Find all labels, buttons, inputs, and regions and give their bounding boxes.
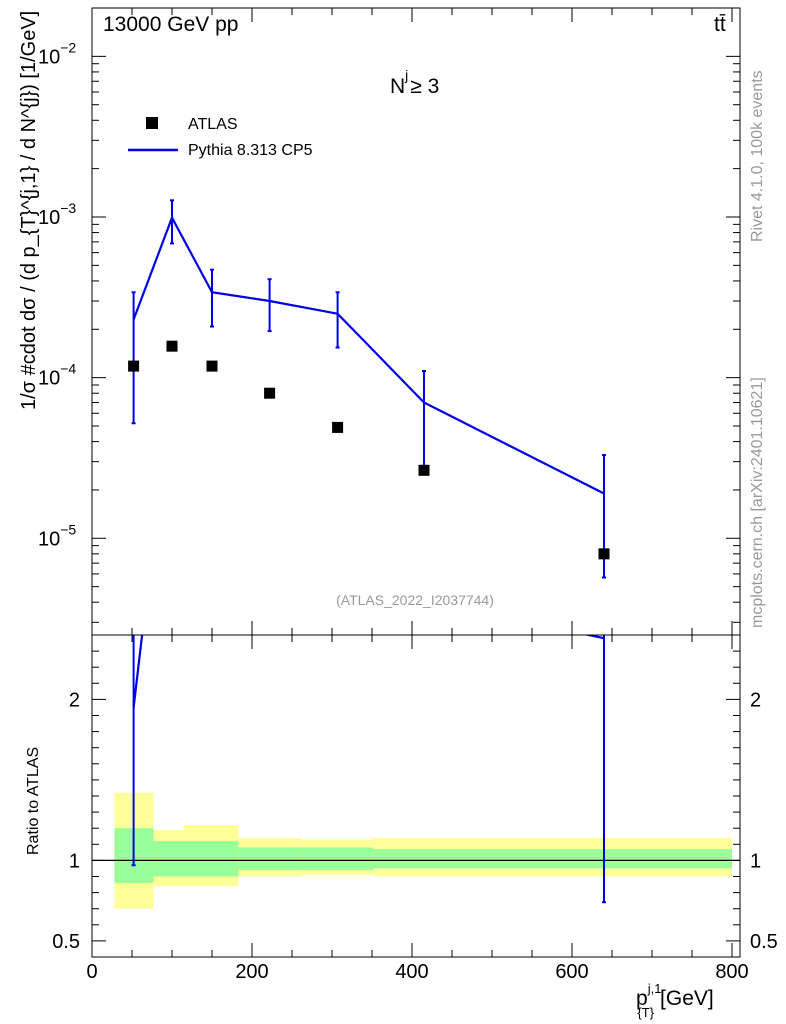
- ratio-stat-band-4: [301, 847, 374, 871]
- ratio-pythia-line: [132, 635, 605, 708]
- energy-label: 13000 GeV pp: [103, 13, 238, 36]
- ratio-y-tick-label-right-1: 1: [750, 850, 761, 872]
- ratio-stat-band-5: [373, 849, 476, 869]
- legend-pythia-label: Pythia 8.313 CP5: [188, 142, 313, 159]
- source-label: mcplots.cern.ch [arXiv:2401.10621]: [749, 377, 766, 628]
- ratio-plot-data: [131, 635, 606, 904]
- ratio-y-tick-label-right-2: 2: [750, 689, 761, 711]
- y-tick-label-base-3: 10: [38, 46, 60, 68]
- legend: ATLAS Pythia 8.313 CP5: [128, 116, 313, 159]
- y-tick-label-exp-1: −4: [60, 361, 76, 377]
- y-tick-label-2: 10−3: [38, 200, 76, 229]
- y-tick-label-exp-3: −2: [60, 39, 76, 55]
- ratio-stat-band-2: [184, 841, 239, 877]
- rivet-label: Rivet 4.1.0, 100k events: [749, 70, 766, 242]
- ratio-y-tick-label-left-0: 0.5: [52, 931, 80, 953]
- ratio-bands: [92, 792, 740, 909]
- title-sup: j: [404, 67, 408, 83]
- xlabel-sub: {T}: [637, 1005, 654, 1020]
- process-label: tt̄: [714, 13, 726, 36]
- y-tick-label-base-0: 10: [38, 528, 60, 550]
- y-tick-label-3: 10−2: [38, 39, 76, 68]
- y-tick-label-0: 10−5: [38, 521, 76, 550]
- atlas-point-2: [206, 360, 218, 372]
- ratio-y-tick-label-left-1: 1: [69, 850, 80, 872]
- y-tick-label-base-1: 10: [38, 368, 60, 390]
- x-tick-label-4: 800: [715, 961, 748, 983]
- x-axis-title: pj,1 {T} [GeV]: [636, 981, 714, 1020]
- legend-atlas-label: ATLAS: [188, 116, 238, 133]
- ratio-y-axis-title: Ratio to ATLAS: [25, 747, 42, 855]
- x-tick-label-0: 0: [86, 961, 97, 983]
- legend-atlas-marker: [146, 117, 158, 129]
- ratio-clip-group: [131, 635, 606, 904]
- ratio-y-tick-label-right-0: 0.5: [750, 931, 778, 953]
- title-rel: ≥ 3: [410, 75, 439, 98]
- ratio-stat-band-3: [238, 847, 302, 871]
- atlas-point-4: [332, 421, 344, 433]
- ratio-y-tick-label-left-2: 2: [69, 689, 80, 711]
- title-main: N: [390, 75, 405, 98]
- y-axis-title: 1/σ #cdot dσ / (d p_{T}^{j,1} / d N^{j})…: [18, 11, 40, 410]
- y-tick-label-base-2: 10: [38, 207, 60, 229]
- main-plot-data: [128, 199, 610, 579]
- y-tick-label-1: 10−4: [38, 361, 76, 390]
- xlabel-unit: [GeV]: [660, 987, 714, 1010]
- analysis-label: (ATLAS_2022_I2037744): [336, 592, 494, 608]
- atlas-point-6: [598, 548, 610, 560]
- atlas-point-1: [166, 340, 178, 352]
- x-tick-label-1: 200: [235, 961, 268, 983]
- xlabel-main: p: [636, 987, 648, 1010]
- y-tick-label-exp-0: −5: [60, 521, 76, 537]
- x-tick-label-2: 400: [395, 961, 428, 983]
- xlabel-sup: j,1: [647, 981, 662, 996]
- atlas-point-0: [128, 360, 140, 372]
- x-tick-label-3: 600: [555, 961, 588, 983]
- y-tick-label-exp-2: −3: [60, 200, 76, 216]
- atlas-point-3: [264, 387, 276, 399]
- ratio-stat-band-1: [153, 841, 184, 877]
- atlas-point-5: [418, 464, 430, 476]
- plot-title: Nj≥ 3: [390, 67, 439, 98]
